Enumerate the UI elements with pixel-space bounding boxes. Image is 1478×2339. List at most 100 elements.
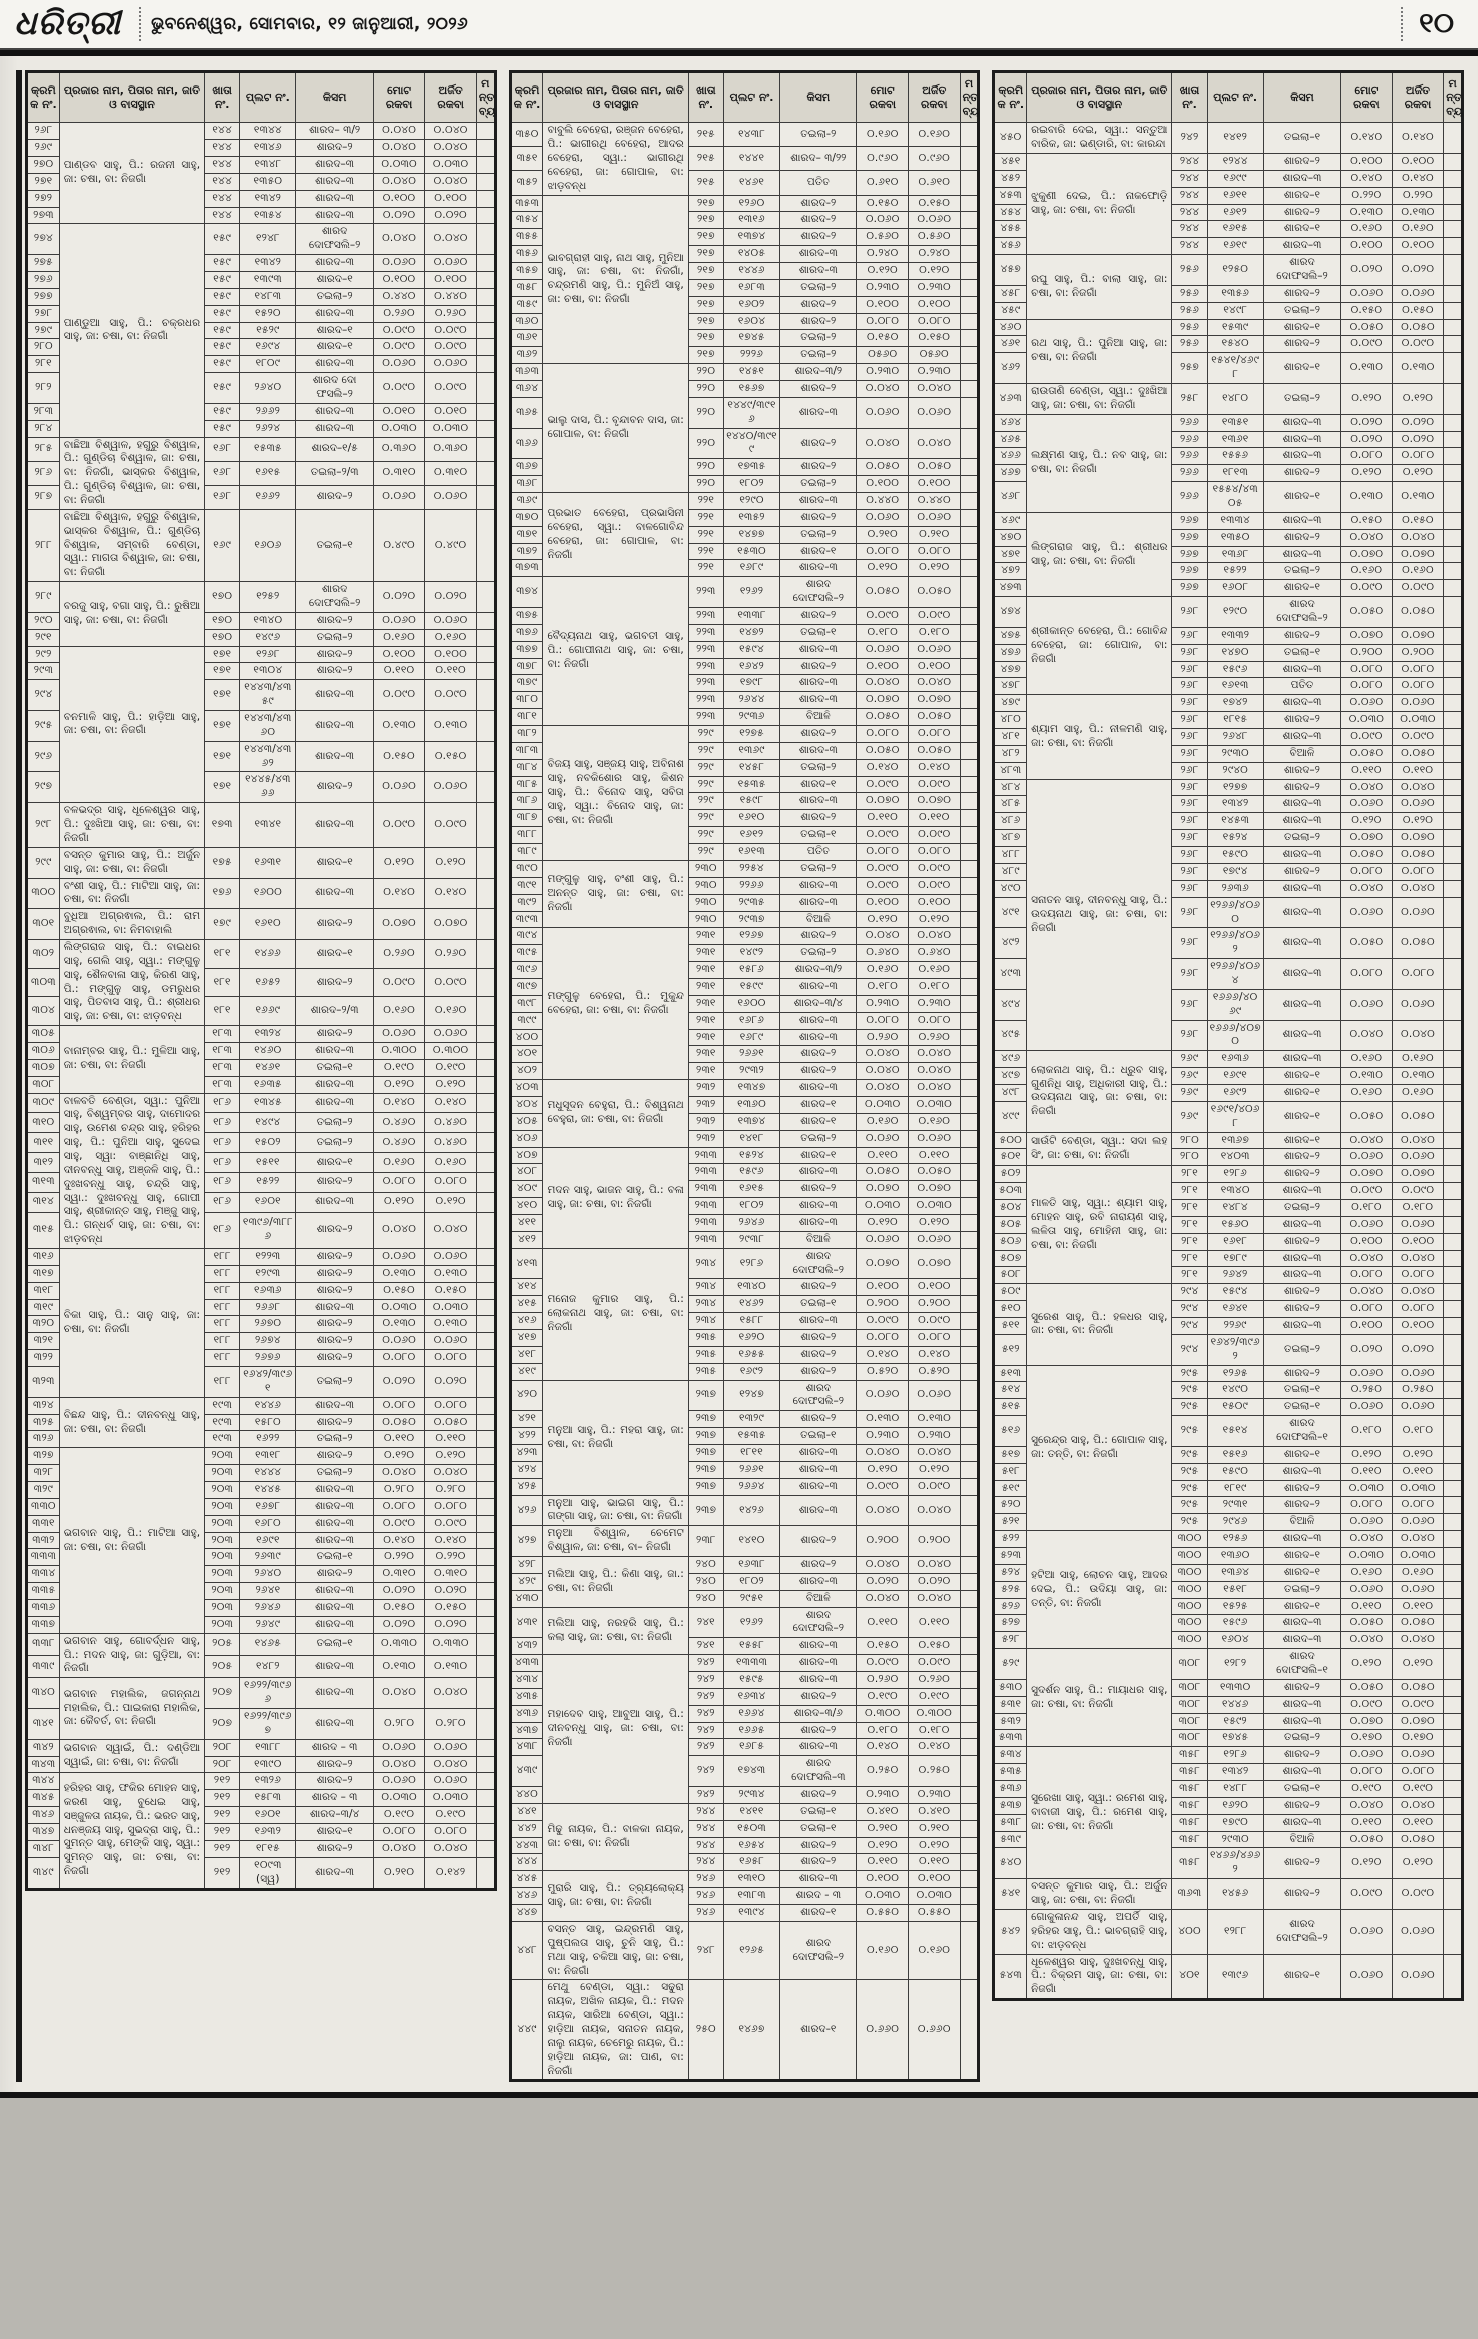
serial-cell: ୩୪୮ (26, 1839, 60, 1858)
khata-cell: ୨୪୨ (687, 1786, 724, 1804)
serial-cell: ୨୮୭ (26, 484, 60, 510)
serial-cell: ୪୨୪ (509, 1460, 544, 1479)
khata-cell: ୨୬୯ (1171, 1083, 1208, 1102)
plot-cell: ୨୬୭୪ (239, 1332, 297, 1351)
acquired-area-cell: ୦.୦୩୦ (424, 1789, 477, 1808)
serial-cell: ୪୩୭ (509, 1721, 544, 1740)
acquired-area-cell: ୦.୧୬୦ (908, 122, 961, 148)
total-area-cell: ୦.୪୬୦ (372, 1132, 426, 1154)
remark-cell (475, 1041, 496, 1060)
acquired-area-cell: ୦.୧୨୦ (424, 1075, 477, 1094)
table-row: ୩୫୨ ୨୧୫ ୧୪୬୧ ପତିତ ୦.୬୧୦ ୦.୬୧୦ (509, 170, 980, 196)
serial-cell: ୩୦୫ (26, 1025, 60, 1043)
table-header-row: କ୍ରମିକ ନଂ. ପ୍ରଜାର ନାମ, ପିତାର ନାମ, ଜାତି ଓ … (509, 70, 980, 124)
kisam-cell: ଶାରଦ–୨ (295, 662, 374, 681)
plot-cell: ୧୬୩୬ (239, 1281, 297, 1300)
remark-cell (475, 139, 496, 157)
khata-cell: ୩୦୮ (1171, 1648, 1208, 1680)
remark-cell (475, 1599, 496, 1617)
khata-header: ଖାତା ନଂ. (1171, 70, 1208, 124)
remark-cell (959, 1738, 980, 1757)
khata-cell: ୨୩୪ (687, 1247, 724, 1280)
serial-cell: ୩୧୨ (26, 1152, 60, 1173)
table-row: ୫୩୦ ୩୦୮ ୧୩୩୦ ଶାରଦ–୨ ୦.୦୫୦ ୦.୦୫୦ (993, 1678, 1464, 1697)
total-area-cell: ୦.୦୪୦ (372, 1211, 426, 1249)
plot-cell: ୧୬୫୪ (722, 1836, 781, 1855)
khata-cell: ୨୩୭ (687, 1444, 724, 1462)
serial-cell: ୫୪୩ (993, 1953, 1028, 2001)
table-row: ୩୪୫ ୨୧୨ ୧୫୮୩ ଶାରଦ – ୩ ୦.୦୩୦ ୦.୦୩୦ (26, 1789, 496, 1808)
acquired-area-cell: ୦.୦୮୦ (1391, 1496, 1445, 1515)
remark-cell (475, 206, 496, 225)
total-area-cell: ୦.୦୮୦ (856, 542, 910, 561)
plot-cell: ୧୬୯୨ (722, 1362, 781, 1381)
name-cell: ସାଉଁଟି ବେଣ୍ଡା, ସ୍ୱା.: ସଦା ଲହ ସିଂ, ଜା: ଚଷ… (1026, 1131, 1173, 1167)
acquired-area-cell: ୦.୦୬୦ (424, 1025, 477, 1043)
plot-cell: ୨୬୩୬ (1206, 879, 1264, 898)
remark-cell (959, 1606, 980, 1639)
name-cell: ପାଣ୍ଡୁଆ ସାହୁ, ପି.: ଚକ୍ରଧର ସାହୁ, ଜା: ଚଷା,… (58, 223, 206, 438)
total-area-cell: ୦.୧୩୦ (1340, 1067, 1393, 1085)
kisam-cell: ଶାରଦ–୩ (1262, 1712, 1342, 1731)
acquired-area-cell: ୦.୧୧୦ (1391, 761, 1445, 780)
remark-cell (1443, 169, 1464, 188)
total-area-cell: ୦.୯୬୦ (856, 146, 910, 172)
serial-cell: ୪୦୬ (509, 1129, 544, 1148)
acquired-area-cell: ୦.୦୩୦ (908, 1197, 961, 1215)
total-area-cell: ୦.୦୬୦ (1340, 795, 1393, 814)
total-area-cell: ୦.୦୮୦ (1340, 447, 1393, 466)
acquired-area-cell: ୦.୫୨୦ (908, 1362, 961, 1381)
acquired-area-cell: ୦.୦୫୦ (1391, 927, 1445, 960)
plot-cell: ୨୯୩୫ (722, 893, 781, 912)
serial-cell: ୩୭୯ (509, 674, 544, 693)
remark-cell (959, 1410, 980, 1429)
kisam-cell: ଶାରଦ – ୩ (779, 1887, 858, 1906)
khata-cell: ୨୩୧ (687, 961, 724, 979)
total-area-cell: ୦.୦୨୦ (1340, 413, 1393, 432)
acquired-area-cell: ୦.୩୦୦ (908, 1704, 961, 1723)
plot-cell: ୧୭୪୫ (722, 329, 781, 348)
kisam-cell: ଶାରଦ–୨ (779, 1180, 858, 1199)
table-row: ୪୦୬ ୨୩୨ ୧୪୧୮ ତଇଲା–୨ ୦.୦୬୦ ୦.୦୬୦ (509, 1129, 980, 1148)
kisam-cell: ଶାରଦ–୨ (295, 1211, 374, 1249)
table-row: ୪୫୭ ରଘୁ ସାହୁ, ପି.: ବାଲା ସାହୁ, ଜା: ଚଷା, ବା… (993, 254, 1464, 320)
serial-cell: ୩୯୨ (509, 893, 544, 912)
kisam-header: କିସମ (295, 70, 374, 124)
kisam-cell: ଶାରଦ–୩ (1262, 511, 1342, 530)
khata-cell: ୨୮୦ (1171, 1148, 1208, 1167)
serial-cell: ୪୮୬ (993, 812, 1028, 831)
khata-cell: ୨୨୦ (687, 363, 724, 381)
serial-cell: ୪୫୧ (993, 152, 1028, 171)
total-area-header: ମୋଟ ରକବା (1340, 70, 1393, 124)
total-area-cell: ୦.୦୨୦ (372, 1366, 426, 1398)
table-row: ୪୦୮ ୨୩୩ ୧୫୯୬ ଶାରଦ–୩ ୦.୦୫୦ ୦.୦୫୦ (509, 1163, 980, 1182)
plot-cell: ୧୩୪୨ (239, 254, 297, 272)
plot-cell: ୧୫୬୭ (722, 380, 781, 398)
serial-cell: ୫୩୪ (993, 1746, 1028, 1765)
plot-cell: ୧୬୩୧ (239, 846, 297, 879)
plot-cell: ୧୫୨୨ (239, 1171, 297, 1193)
kisam-cell: ଶାରଦ–୩ (779, 559, 858, 578)
kisam-cell: ଶାରଦ–୨ (295, 1025, 374, 1043)
khata-cell: ୨୦୩ (204, 1565, 241, 1584)
total-area-cell: ୦.୫୫୦ (856, 1904, 910, 1922)
total-area-cell: ୦.୪୯୦ (372, 508, 426, 583)
serial-cell: ୨୯୯ (26, 846, 60, 879)
serial-cell: ୪୪୯ (509, 1979, 544, 2082)
khata-cell: ୨୩୪ (687, 1295, 724, 1314)
acquired-area-cell: ୦.୦୫୦ (1391, 1678, 1445, 1697)
serial-cell: ୪୭୮ (993, 677, 1028, 696)
table-row: ୨୮୬ ୧୬୮ ୧୬୧୫ ତଇଲା–୨/୩ ୦.୩୧୦ ୦.୩୧୦ (26, 460, 496, 486)
plot-cell: ୧୬୩୨ (239, 1823, 297, 1841)
plot-cell: ୧୪୫୮ (722, 758, 781, 777)
plot-cell: ୧୪୦୩ (1206, 1148, 1264, 1167)
plot-cell: ୧୬୯୧/୪୦୬୮ (1206, 1100, 1264, 1133)
acquired-area-cell: ୦.୦୭୦ (1391, 1165, 1445, 1184)
total-area-cell: ୦.୨୬୦ (856, 1028, 910, 1047)
kisam-cell: ତଇଲା–୨/୩ (295, 460, 374, 486)
table-row: ୩୭୭ ୨୨୩ ୧୫୯୪ ଶାରଦ–୩ ୦.୦୬୦ ୦.୦୬୦ (509, 640, 980, 659)
table-row: ୪୫୩ ୨୪୪ ୧୬୧୧ ଶାରଦ–୧ ୦.୨୨୦ ୦.୨୨୦ (993, 186, 1464, 205)
khata-cell: ୨୧୭ (687, 312, 724, 331)
name-cell: ଗୋକୁଳାନନ୍ଦ ସାହୁ, ଅପର୍ତି ସାହୁ, ହରିହର ସାହୁ… (1026, 1908, 1173, 1955)
remark-cell (1443, 237, 1464, 256)
